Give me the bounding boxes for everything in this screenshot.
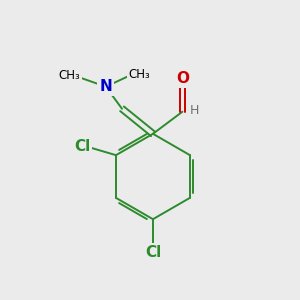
Text: CH₃: CH₃ xyxy=(128,68,150,80)
Text: Cl: Cl xyxy=(145,245,161,260)
Text: N: N xyxy=(100,79,112,94)
Text: Cl: Cl xyxy=(74,139,90,154)
Text: O: O xyxy=(176,71,189,86)
Text: CH₃: CH₃ xyxy=(59,69,80,82)
Text: H: H xyxy=(190,104,200,117)
